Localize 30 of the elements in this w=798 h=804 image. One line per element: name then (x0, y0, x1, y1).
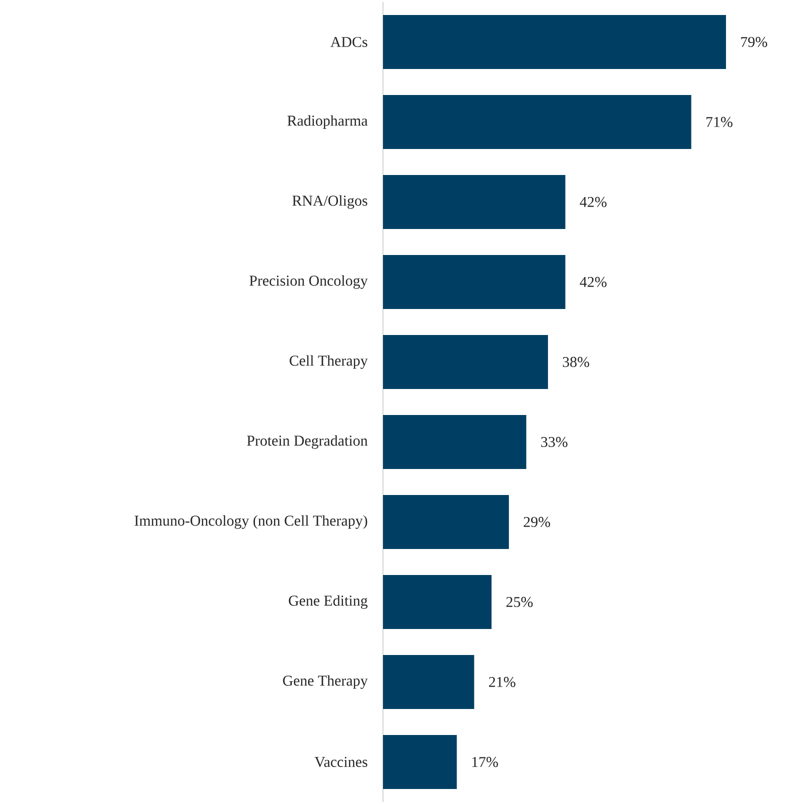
data-label: 29% (524, 516, 550, 528)
y-tick-label: Vaccines (314, 756, 368, 768)
y-tick-label: Gene Editing (288, 595, 368, 609)
y-tick-label: Gene Therapy (283, 675, 368, 689)
data-label: 38% (562, 356, 590, 368)
bar (382, 255, 566, 310)
data-label: 21% (489, 676, 516, 688)
bar (382, 15, 726, 70)
y-tick-label: Immuno-Oncology (non Cell Therapy) (134, 515, 368, 529)
bar (382, 175, 566, 230)
bar (382, 415, 526, 470)
data-label: 17% (472, 756, 498, 768)
y-tick-label: Radiopharma (287, 115, 368, 129)
y-tick-label: RNA/Oligos (292, 195, 368, 209)
data-label: 25% (506, 596, 533, 608)
bar (382, 575, 492, 630)
y-tick-label: Cell Therapy (290, 355, 368, 369)
bar (382, 655, 474, 710)
data-label: 42% (580, 276, 607, 288)
bar (382, 735, 457, 790)
data-label: 79% (741, 36, 768, 48)
bar (382, 495, 509, 550)
data-label: 33% (541, 436, 568, 448)
y-tick-label: Protein Degradation (247, 435, 368, 449)
bar (382, 335, 548, 390)
y-tick-label: ADCs (330, 36, 368, 48)
data-label: 71% (706, 116, 732, 128)
data-label: 42% (580, 196, 607, 208)
y-tick-label: Precision Oncology (250, 275, 368, 289)
bar (382, 95, 692, 150)
